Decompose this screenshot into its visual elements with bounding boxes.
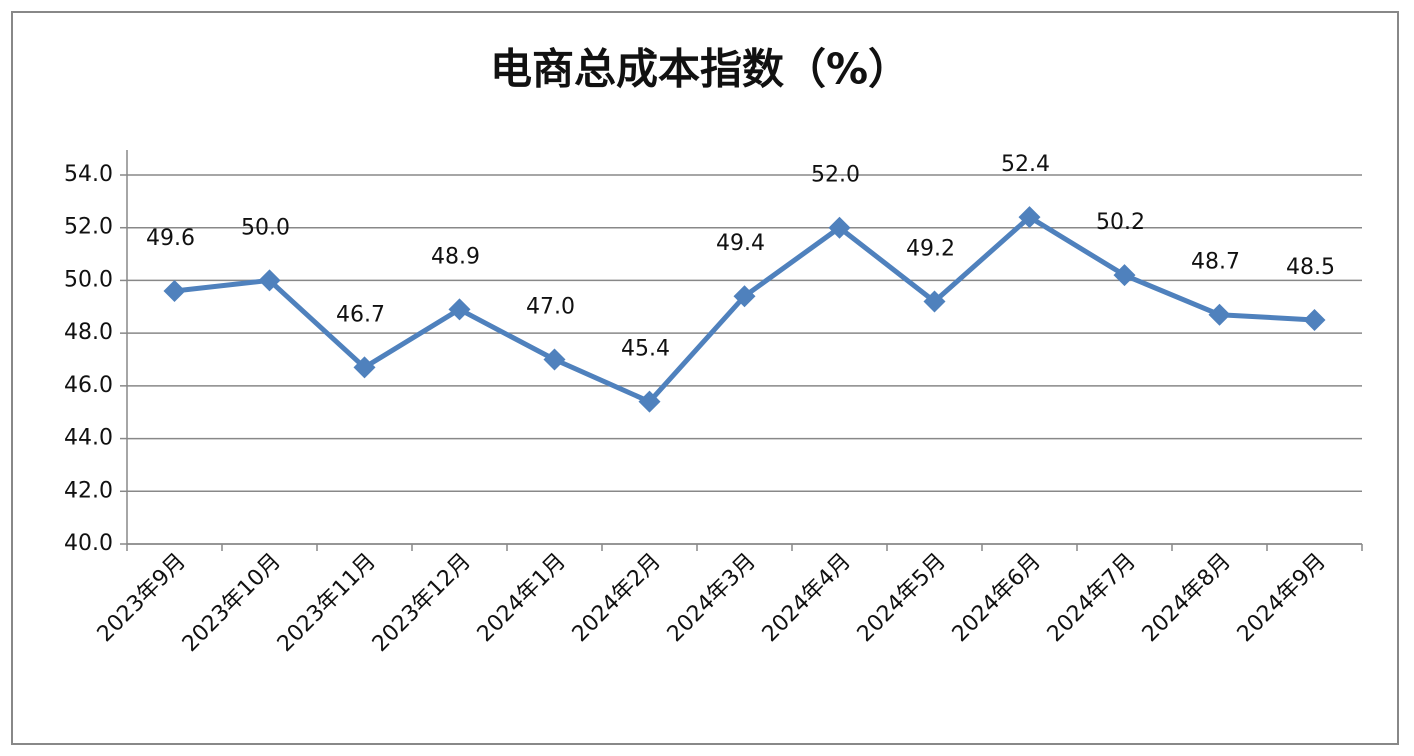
y-tick-label: 52.0 [64, 215, 113, 240]
point-marker [163, 279, 186, 302]
point-marker [353, 356, 376, 379]
point-marker [733, 285, 756, 308]
point-marker [923, 290, 946, 313]
point-marker [448, 298, 471, 321]
point-marker [1113, 264, 1136, 287]
data-label: 49.6 [146, 226, 195, 251]
y-tick-label: 54.0 [64, 162, 113, 187]
y-tick-label: 40.0 [64, 531, 113, 556]
point-marker [1018, 206, 1041, 229]
data-label: 47.0 [526, 295, 575, 320]
point-marker [543, 348, 566, 371]
y-tick-label: 50.0 [64, 267, 113, 292]
y-tick-label: 42.0 [64, 478, 113, 503]
data-label: 45.4 [621, 337, 670, 362]
y-tick-label: 46.0 [64, 373, 113, 398]
y-tick-label: 44.0 [64, 426, 113, 451]
y-tick-label: 48.0 [64, 320, 113, 345]
data-label: 46.7 [336, 302, 385, 327]
point-marker [1208, 303, 1231, 326]
data-label: 52.4 [1001, 152, 1050, 177]
point-marker [258, 269, 281, 292]
point-marker [828, 216, 851, 239]
data-label: 49.4 [716, 231, 765, 256]
chart-frame [11, 11, 1399, 745]
data-label: 52.0 [811, 163, 860, 188]
data-label: 48.7 [1191, 250, 1240, 275]
data-label: 48.9 [431, 244, 480, 269]
data-label: 48.5 [1286, 255, 1335, 280]
chart-title: 电商总成本指数（%） [490, 45, 910, 94]
data-label: 49.2 [906, 237, 955, 262]
data-label: 50.0 [241, 215, 290, 240]
point-marker [1303, 308, 1326, 331]
data-label: 50.2 [1096, 210, 1145, 235]
point-marker [638, 390, 661, 413]
